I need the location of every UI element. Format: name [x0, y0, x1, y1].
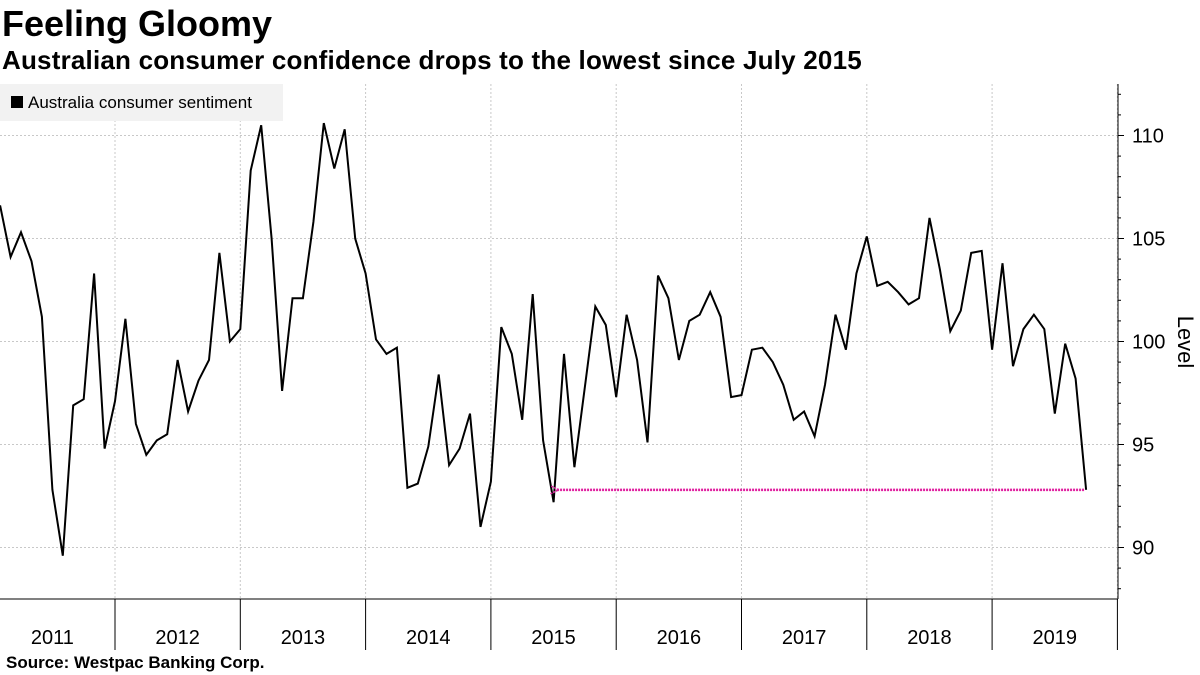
chart-title: Feeling Gloomy [2, 3, 273, 44]
x-tick-label: 2017 [782, 627, 827, 649]
x-tick-label: 2011 [31, 627, 74, 649]
x-tick-label: 2015 [531, 627, 576, 649]
x-tick-label: 2014 [406, 627, 451, 649]
x-tick-label: 2012 [155, 627, 200, 649]
x-tick-label: 2018 [907, 627, 952, 649]
x-tick-label: 2016 [657, 627, 702, 649]
y-tick-label: 110 [1132, 126, 1164, 148]
legend-swatch [11, 96, 23, 108]
grid-lines [0, 84, 1118, 599]
y-tick-label: 95 [1132, 435, 1154, 457]
y-tick-label: 90 [1132, 538, 1154, 560]
source-note: Source: Westpac Banking Corp. [6, 653, 265, 672]
y-tick-label: 105 [1132, 229, 1165, 251]
labels: 90 95 100 105 110 2011 2012 2013 2014 2015 2016 201… [31, 126, 1198, 650]
x-tick-label: 2019 [1033, 627, 1078, 649]
y-tick-label: 100 [1132, 332, 1165, 354]
y-axis-label: Level [1173, 316, 1198, 369]
series-layer [0, 122, 1088, 556]
chart-subtitle: Australian consumer confidence drops to … [2, 45, 862, 75]
legend: Australia consumer sentiment [0, 84, 283, 121]
legend-background [0, 84, 283, 121]
series-line-consumer-sentiment [0, 122, 1088, 556]
legend-label: Australia consumer sentiment [28, 93, 252, 112]
axes [0, 84, 1124, 650]
x-tick-label: 2013 [281, 627, 326, 649]
